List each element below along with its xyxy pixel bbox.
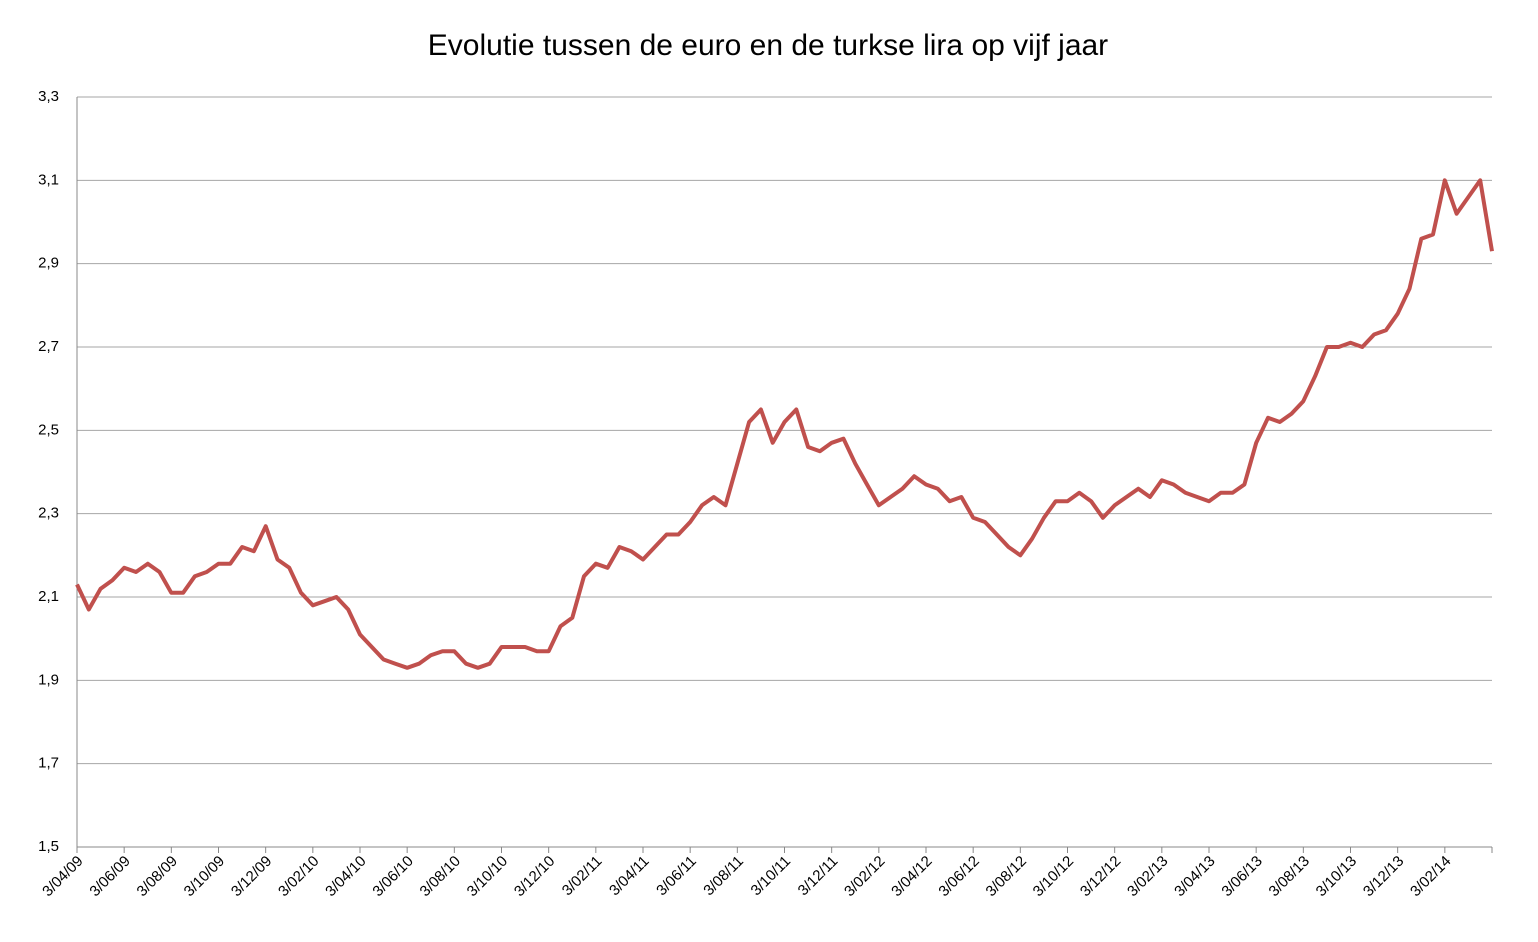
y-tick-label: 1,5 [38, 838, 59, 855]
x-tick-label: 3/12/12 [1077, 853, 1124, 900]
y-tick-label: 1,7 [38, 755, 59, 772]
x-tick-label: 3/08/10 [417, 853, 464, 900]
x-tick-label: 3/08/13 [1266, 853, 1313, 900]
x-tick-label: 3/02/10 [275, 853, 322, 900]
x-tick-label: 3/06/11 [653, 853, 700, 900]
line-series [75, 178, 1494, 670]
x-tick-label: 3/06/10 [369, 853, 416, 900]
y-tick-label: 2,7 [38, 338, 59, 355]
x-tick-label: 3/02/13 [1124, 853, 1171, 900]
x-tick-label: 3/10/11 [748, 853, 795, 900]
x-tick-label: 3/02/12 [841, 853, 888, 900]
y-tick-label: 3,1 [38, 171, 59, 188]
x-tick-label: 3/10/09 [181, 853, 228, 900]
x-tick-label: 3/04/13 [1171, 853, 1218, 900]
x-tick-label: 3/06/13 [1218, 853, 1265, 900]
x-tick-label: 3/10/10 [464, 853, 511, 900]
x-tick-label: 3/08/11 [700, 853, 747, 900]
x-tick-label: 3/12/10 [511, 853, 558, 900]
x-tick-label: 3/02/14 [1407, 853, 1454, 900]
x-tick-label: 3/04/10 [322, 853, 369, 900]
x-tick-label: 3/04/11 [606, 853, 653, 900]
y-tick-label: 3,3 [38, 88, 59, 105]
x-tick-label: 3/02/11 [559, 853, 606, 900]
y-tick-label: 2,3 [38, 505, 59, 522]
x-tick-label: 3/06/12 [935, 853, 982, 900]
y-tick-label: 2,1 [38, 588, 59, 605]
x-tick-label: 3/08/09 [134, 853, 181, 900]
chart-title: Evolutie tussen de euro en de turkse lir… [428, 29, 1108, 62]
x-tick-label: 3/12/13 [1360, 853, 1407, 900]
x-tick-label: 3/08/12 [983, 853, 1030, 900]
x-tick-label: 3/10/13 [1313, 853, 1360, 900]
x-tick-label: 3/04/09 [39, 853, 86, 900]
x-tick-label: 3/04/12 [888, 853, 935, 900]
x-tick-label: 3/12/11 [795, 853, 842, 900]
x-tick-label: 3/10/12 [1030, 853, 1077, 900]
y-tick-label: 1,9 [38, 671, 59, 688]
x-tick-label: 3/06/09 [86, 853, 133, 900]
x-tick-label: 3/12/09 [228, 853, 275, 900]
y-tick-label: 2,5 [38, 421, 59, 438]
y-tick-label: 2,9 [38, 255, 59, 272]
